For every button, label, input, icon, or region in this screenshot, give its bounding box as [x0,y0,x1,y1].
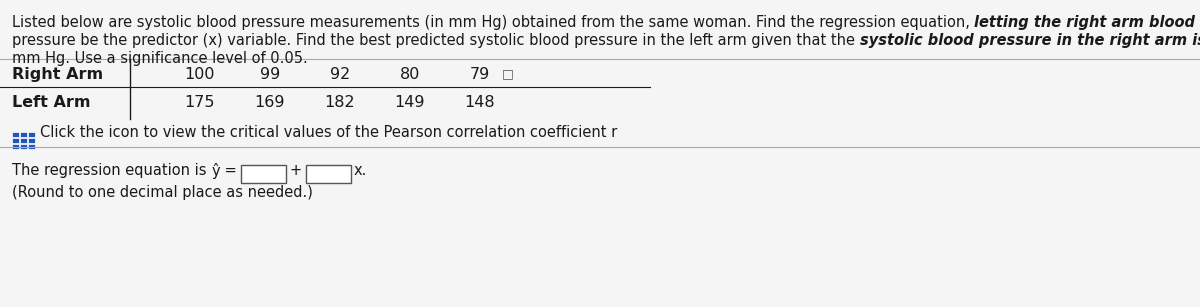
Text: 175: 175 [185,95,215,110]
Text: 92: 92 [330,67,350,82]
Text: pressure be the predictor (x) variable. Find the best predicted systolic blood p: pressure be the predictor (x) variable. … [12,33,859,48]
Bar [240,165,286,183]
Bar [28,138,35,143]
Text: 182: 182 [325,95,355,110]
Bar [306,165,350,183]
Text: 79: 79 [470,67,490,82]
Bar [12,138,19,143]
Bar [20,138,28,143]
Text: 148: 148 [464,95,496,110]
Text: 100: 100 [185,67,215,82]
Text: 99: 99 [260,67,280,82]
Text: systolic blood pressure in the right arm is 85: systolic blood pressure in the right arm… [859,33,1200,48]
Text: The regression equation is: The regression equation is [12,163,211,178]
Text: letting the right arm blood: letting the right arm blood [974,15,1195,30]
Text: =: = [220,163,236,178]
Text: ŷ: ŷ [211,163,220,179]
Text: 169: 169 [254,95,286,110]
Bar [20,144,28,149]
Text: (Round to one decimal place as needed.): (Round to one decimal place as needed.) [12,185,313,200]
Text: Right Arm: Right Arm [12,67,103,82]
Text: x.: x. [354,163,367,178]
Bar [12,132,19,137]
Bar [28,144,35,149]
Text: +: + [289,163,301,178]
Text: 149: 149 [395,95,425,110]
Text: □: □ [502,67,514,80]
Text: Listed below are systolic blood pressure measurements (in mm Hg) obtained from t: Listed below are systolic blood pressure… [12,15,974,30]
Text: mm Hg. Use a significance level of 0.05.: mm Hg. Use a significance level of 0.05. [12,51,307,66]
Bar [12,144,19,149]
Text: Left Arm: Left Arm [12,95,90,110]
Bar [28,132,35,137]
Text: Click the icon to view the critical values of the Pearson correlation coefficien: Click the icon to view the critical valu… [40,125,617,140]
Bar [20,132,28,137]
Text: 80: 80 [400,67,420,82]
